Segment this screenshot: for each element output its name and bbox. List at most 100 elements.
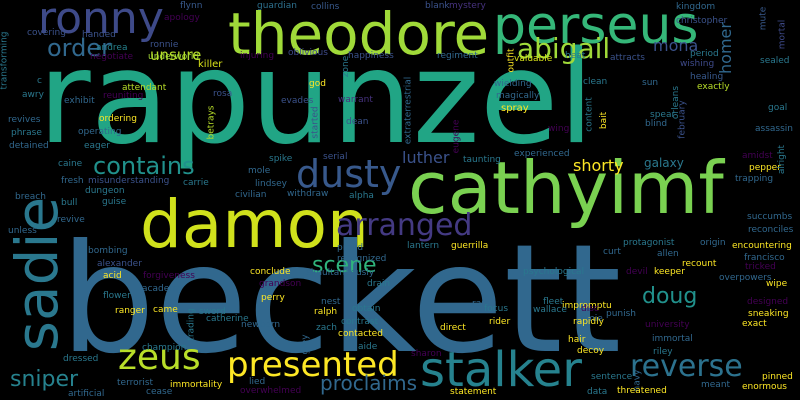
word-mona: mona (653, 36, 699, 55)
word-valuable: valuable (514, 54, 553, 64)
word-origin: origin (700, 238, 726, 248)
word-cathyimf: cathyimf (408, 146, 724, 230)
word-came: came (153, 305, 178, 315)
word-immortal: immortal (652, 334, 693, 344)
word-fresh: fresh (61, 176, 84, 186)
word-collins: collins (311, 2, 340, 12)
word-christopher: christopher (676, 16, 728, 26)
word-francisco: francisco (744, 253, 785, 263)
word-revive: revive (57, 215, 85, 225)
word-dungeon: dungeon (85, 186, 125, 196)
word-underworld: underworld (148, 52, 200, 62)
word-allen: allen (657, 249, 679, 259)
word-alpha: alpha (349, 191, 374, 201)
word-transforming: transforming (0, 31, 10, 90)
word-covering: covering (27, 28, 66, 38)
word-started: started (310, 106, 321, 139)
word-conclude: conclude (250, 267, 291, 277)
word-taunting: taunting (463, 155, 501, 165)
word-university: university (645, 320, 690, 330)
word-period: period (690, 49, 719, 59)
word-oblivious: oblivious (288, 48, 328, 58)
word-guise: guise (102, 197, 127, 207)
word-reuniting: reuniting (103, 91, 144, 101)
word-heat: heat (565, 51, 586, 61)
word-flynn: flynn (180, 1, 203, 11)
word-ronny: ronny (38, 0, 164, 44)
word-rider: rider (489, 317, 511, 327)
word-spray: spray (501, 103, 529, 114)
word-ram: ram (472, 299, 490, 309)
word-drain: drain (367, 279, 391, 289)
word-sword: sword (199, 307, 226, 317)
word-protagonist: protagonist (623, 238, 675, 248)
word-warrant: warrant (338, 95, 373, 105)
word-ronnie: ronnie (150, 40, 179, 50)
word-lied: lied (249, 377, 266, 387)
word-lantern: lantern (407, 241, 440, 251)
word-terrorist: terrorist (117, 378, 154, 388)
word-bull: bull (61, 198, 78, 208)
word-outfit: outfit (506, 48, 517, 73)
word-grandson: grandson (259, 279, 302, 289)
word-zeus: zeus (118, 337, 201, 378)
word-contacted: contacted (338, 329, 383, 339)
word-fleet: fleet (543, 297, 564, 307)
word-order: order (47, 34, 111, 62)
word-sniper: sniper (10, 367, 79, 392)
word-nest: nest (321, 297, 341, 307)
word-goal: goal (768, 103, 788, 113)
word-exactly: exactly (697, 82, 730, 92)
word-pepper: pepper (749, 163, 781, 173)
word-phrase: phrase (11, 128, 42, 138)
word-clean: clean (583, 77, 608, 87)
word-andrea: andrea (96, 43, 128, 53)
word-alright: alright (777, 144, 788, 175)
word-blind: blind (645, 119, 668, 129)
word-perry: perry (261, 293, 285, 303)
word-magically: magically (496, 91, 540, 101)
word-dean: dean (346, 117, 369, 127)
word-acid: acid (103, 271, 122, 281)
word-flower: flower (103, 291, 131, 301)
word-obtain: obtain (352, 304, 381, 314)
word-handed: handed (82, 30, 116, 40)
word-stalker: stalker (420, 342, 582, 398)
word-breach: breach (15, 192, 46, 202)
word-galaxy: galaxy (644, 156, 684, 170)
word-spike: spike (269, 154, 293, 164)
word-civilian: civilian (235, 190, 267, 200)
word-healing: healing (690, 72, 724, 82)
word-champion: champion (142, 343, 187, 353)
word-recount: recount (682, 259, 717, 269)
word-decoy: decoy (577, 346, 605, 356)
word-kingdom: kingdom (676, 2, 716, 12)
word-contrast: contrast (341, 317, 379, 327)
word-sneaking: sneaking (748, 309, 789, 319)
word-encountering: encountering (732, 241, 792, 251)
word-meant: meant (701, 380, 731, 390)
word-attendant: attendant (122, 83, 167, 93)
word-overpowers: overpowers (719, 273, 772, 283)
word-zach: zach (316, 323, 337, 333)
word-extraterrestrial: extraterrestrial (403, 76, 414, 145)
word-ranger: ranger (115, 306, 145, 316)
word-god: god (309, 79, 326, 89)
word-sharon: sharon (411, 349, 442, 359)
word-immortality: immortality (170, 380, 223, 390)
word-rapunzel: rapunzel (38, 24, 595, 173)
word-misunderstanding: misunderstanding (88, 176, 170, 186)
word-carrie: carrie (183, 178, 209, 188)
word-homer: homer (715, 22, 735, 74)
word-blank: blank (425, 1, 450, 11)
word-c: c (37, 76, 42, 86)
word-killer: killer (198, 59, 223, 70)
word-sentence: sentence (591, 372, 633, 382)
word-unless: unless (8, 226, 37, 236)
word-arranged: arranged (336, 208, 473, 243)
word-content: content (584, 97, 595, 132)
word-disc: disc (581, 304, 599, 314)
word-contains: contains (93, 152, 195, 180)
word-mortal: mortal (777, 19, 788, 50)
word-regiment: regiment (437, 51, 478, 61)
